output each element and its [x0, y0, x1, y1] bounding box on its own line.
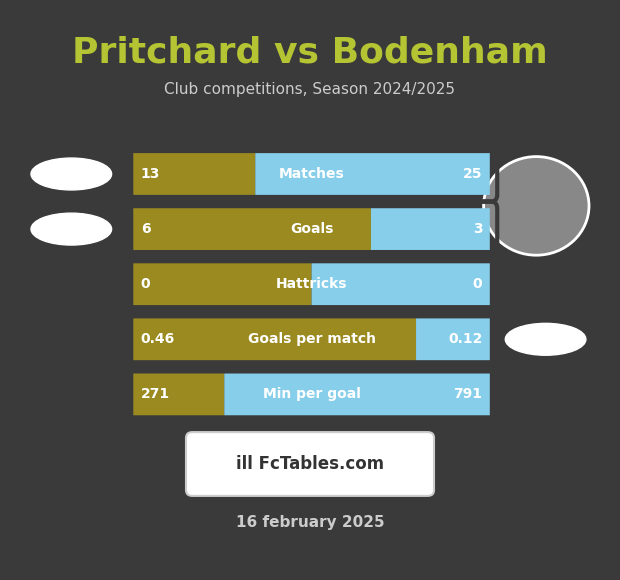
Ellipse shape [31, 158, 112, 190]
Text: 791: 791 [453, 387, 482, 401]
FancyBboxPatch shape [133, 374, 224, 415]
Text: Hattricks: Hattricks [276, 277, 347, 291]
Text: Goals: Goals [290, 222, 333, 236]
Text: Pritchard vs Bodenham: Pritchard vs Bodenham [72, 35, 548, 69]
Text: 13: 13 [141, 167, 160, 181]
FancyBboxPatch shape [311, 263, 490, 305]
FancyBboxPatch shape [416, 318, 490, 360]
Text: 271: 271 [141, 387, 170, 401]
Text: 0: 0 [141, 277, 151, 291]
Text: 0: 0 [472, 277, 482, 291]
FancyBboxPatch shape [133, 263, 311, 305]
FancyBboxPatch shape [371, 208, 490, 250]
FancyBboxPatch shape [133, 208, 371, 250]
Circle shape [484, 157, 589, 255]
FancyBboxPatch shape [255, 153, 490, 195]
Text: Club competitions, Season 2024/2025: Club competitions, Season 2024/2025 [164, 82, 456, 97]
Text: 16 february 2025: 16 february 2025 [236, 514, 384, 530]
FancyBboxPatch shape [186, 432, 434, 496]
Text: Goals per match: Goals per match [247, 332, 376, 346]
Text: 3: 3 [472, 222, 482, 236]
FancyBboxPatch shape [133, 318, 416, 360]
FancyBboxPatch shape [133, 153, 255, 195]
Text: 0.12: 0.12 [448, 332, 482, 346]
Ellipse shape [31, 213, 112, 245]
Text: 0.46: 0.46 [141, 332, 175, 346]
Text: Matches: Matches [278, 167, 345, 181]
Text: 6: 6 [141, 222, 151, 236]
FancyBboxPatch shape [224, 374, 490, 415]
Text: 25: 25 [463, 167, 482, 181]
Ellipse shape [505, 324, 586, 355]
Text: ill FcTables.com: ill FcTables.com [236, 455, 384, 473]
Text: Min per goal: Min per goal [263, 387, 360, 401]
